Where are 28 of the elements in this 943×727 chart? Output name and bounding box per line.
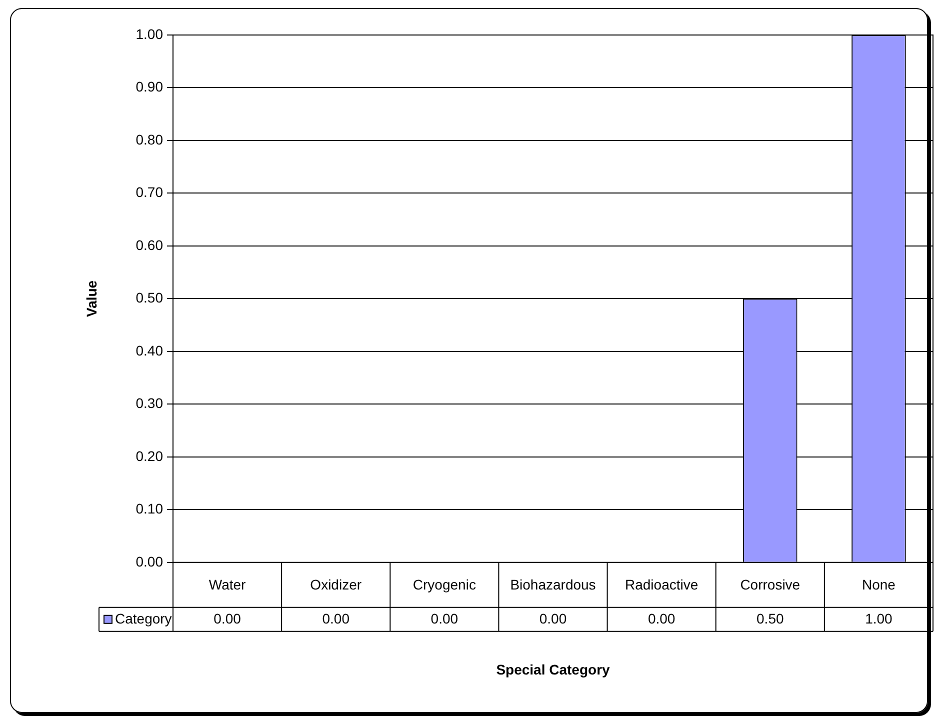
y-tick-label: 0.00 (136, 553, 164, 570)
data-label: 0.00 (214, 610, 242, 626)
x-tick-label: None (862, 576, 896, 593)
y-tick-label: 1.00 (136, 26, 164, 42)
data-label: 0.00 (648, 610, 676, 626)
legend-label: Category (115, 610, 172, 626)
y-tick-label: 0.70 (136, 184, 164, 200)
data-label: 0.00 (322, 610, 350, 626)
x-tick-label: Oxidizer (310, 576, 362, 593)
y-axis-title: Value (83, 280, 100, 317)
x-tick-label: Corrosive (740, 576, 800, 593)
y-tick-label: 0.10 (136, 500, 164, 517)
y-tick-label: 0.30 (136, 395, 164, 412)
x-tick-label: Radioactive (624, 576, 698, 593)
x-tick-label: Cryogenic (412, 576, 476, 593)
y-tick-label: 0.20 (136, 448, 164, 464)
y-tick-label: 0.60 (136, 236, 164, 253)
data-label: 0.00 (539, 610, 567, 626)
y-tick-label: 0.40 (136, 342, 164, 358)
y-tick-label: 0.90 (136, 78, 164, 95)
x-tick-label: Biohazardous (510, 576, 596, 593)
y-tick-label: 0.50 (136, 290, 164, 306)
data-label: 1.00 (865, 610, 893, 626)
data-label: 0.00 (430, 610, 458, 626)
y-tick-label: 0.80 (136, 131, 164, 148)
data-label: 0.50 (756, 610, 784, 626)
x-tick-label: Water (208, 576, 246, 593)
x-axis-title: Special Category (496, 661, 610, 678)
